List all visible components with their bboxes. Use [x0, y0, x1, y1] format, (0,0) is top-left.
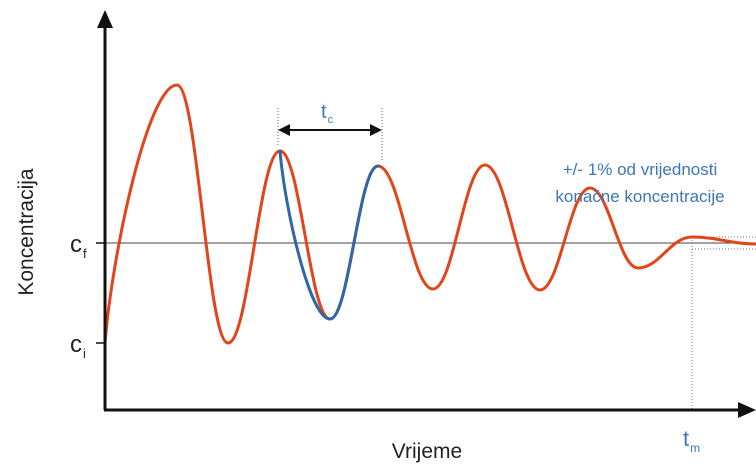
- tolerance-annotation-line1: +/- 1% od vrijednosti: [563, 160, 718, 179]
- ci-label: ci: [70, 331, 86, 361]
- tc-arrow-right-head: [370, 124, 382, 136]
- y-axis-arrowhead: [97, 10, 113, 28]
- tolerance-annotation-line2: konačne koncentracije: [555, 187, 724, 206]
- tc-label: tc: [321, 101, 334, 126]
- x-axis-arrowhead: [738, 402, 756, 418]
- cf-label: cf: [70, 231, 87, 261]
- concentration-curve: [103, 83, 756, 345]
- highlighted-cycle: [278, 149, 380, 321]
- tm-label: tm: [683, 426, 700, 455]
- tc-arrow-left-head: [278, 124, 290, 136]
- x-axis-label: Vrijeme: [392, 440, 462, 463]
- y-axis-label: Koncentracija: [15, 168, 38, 296]
